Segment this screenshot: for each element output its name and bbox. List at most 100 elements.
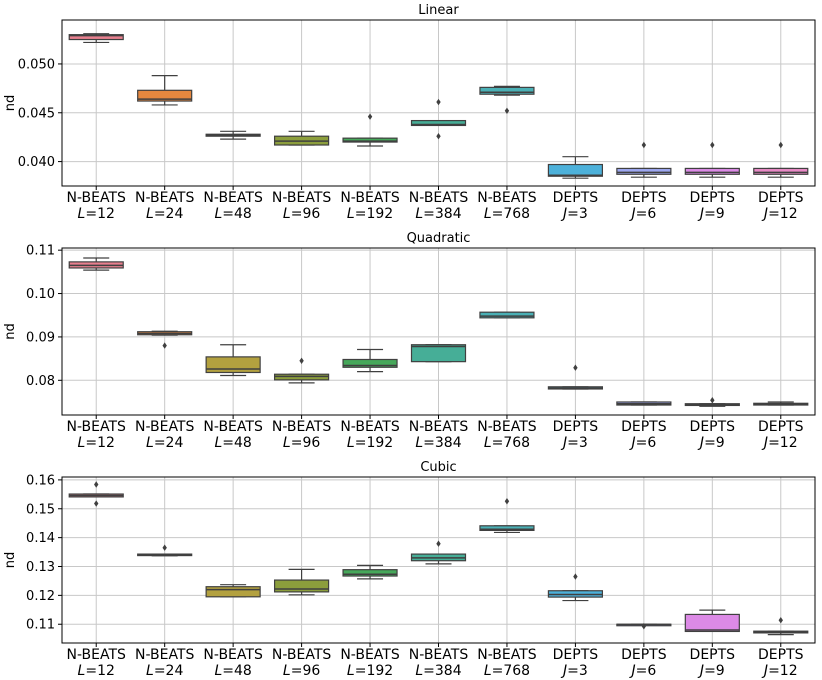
box-iqr xyxy=(479,86,535,95)
x-tick-label-param: L=384 xyxy=(415,663,461,679)
x-tick-label-model: N-BEATS xyxy=(340,419,400,435)
box-n-beats-96 xyxy=(273,357,330,384)
x-tick-label-param: L=96 xyxy=(283,663,320,679)
x-tick-label-param: J=12 xyxy=(761,206,798,222)
x-tick-label-model: DEPTS xyxy=(758,419,804,435)
x-tick-label-param: J=9 xyxy=(697,435,725,451)
x-tick-label-param: J=12 xyxy=(761,663,798,679)
outlier-point xyxy=(710,141,715,149)
x-tick-label-param: J=6 xyxy=(628,663,656,679)
outlier-point xyxy=(778,141,783,149)
y-tick-label: 0.050 xyxy=(18,57,55,72)
box-iqr xyxy=(205,356,261,374)
x-tick-label-param: L=24 xyxy=(146,206,183,222)
box-iqr xyxy=(410,119,467,127)
x-tick-label-param: L=12 xyxy=(78,663,115,679)
box-n-beats-192 xyxy=(342,348,398,373)
box-iqr xyxy=(137,89,193,102)
x-tick-label-model: N-BEATS xyxy=(477,419,537,435)
outlier-point xyxy=(94,481,99,488)
x-tick-label-model: DEPTS xyxy=(690,419,736,435)
x-tick-label-param: L=96 xyxy=(283,206,320,222)
box-iqr xyxy=(205,586,261,598)
x-tick-label-model: N-BEATS xyxy=(340,647,400,663)
x-tick-label-param: L=768 xyxy=(484,435,530,451)
box-iqr xyxy=(342,358,398,368)
x-tick-label-param: J=9 xyxy=(697,206,725,222)
y-tick-label: 0.09 xyxy=(26,330,55,345)
y-tick-label: 0.14 xyxy=(26,531,55,546)
x-tick-label-param: L=768 xyxy=(484,206,530,222)
x-tick-label-param: L=384 xyxy=(415,435,461,451)
x-tick-label-model: DEPTS xyxy=(758,647,804,663)
box-depts-3 xyxy=(547,156,604,179)
box-iqr xyxy=(342,137,398,143)
x-tick-label-model: N-BEATS xyxy=(477,190,537,206)
x-tick-label-param: L=192 xyxy=(347,435,393,451)
box-depts-3 xyxy=(547,364,604,390)
box-iqr xyxy=(753,167,809,175)
box-depts-9 xyxy=(684,141,740,178)
x-tick-label-param: L=48 xyxy=(214,435,251,451)
y-tick-label: 0.10 xyxy=(26,287,55,302)
box-n-beats-384 xyxy=(410,344,467,363)
x-tick-label-param: L=384 xyxy=(415,206,461,222)
y-tick-label: 0.13 xyxy=(26,560,55,575)
subplot-linear: 0.0400.0450.050N-BEATSL=12N-BEATSL=24N-B… xyxy=(3,3,816,222)
box-iqr xyxy=(547,163,604,177)
x-tick-label-model: DEPTS xyxy=(621,419,667,435)
x-tick-label-model: N-BEATS xyxy=(203,190,263,206)
box-n-beats-24 xyxy=(137,75,193,106)
box-n-beats-768 xyxy=(479,311,535,319)
x-tick-label-param: L=96 xyxy=(283,435,320,451)
x-tick-label-param: J=3 xyxy=(560,663,588,679)
box-iqr xyxy=(342,569,398,577)
outlier-point xyxy=(504,498,510,505)
x-tick-label-model: N-BEATS xyxy=(203,419,263,435)
outlier-point xyxy=(436,133,441,140)
box-n-beats-12 xyxy=(68,33,124,44)
box-depts-9 xyxy=(684,609,740,633)
x-tick-label-param: L=12 xyxy=(78,206,115,222)
x-tick-label-model: N-BEATS xyxy=(409,190,469,206)
y-tick-label: 0.11 xyxy=(26,618,55,633)
x-tick-label-param: J=6 xyxy=(628,435,656,451)
subplot-quadratic: 0.080.090.100.11N-BEATSL=12N-BEATSL=24N-… xyxy=(3,231,816,451)
y-axis-label: nd xyxy=(3,552,18,569)
box-depts-12 xyxy=(753,616,809,636)
outlier-point xyxy=(436,98,441,106)
box-depts-3 xyxy=(547,573,604,602)
x-tick-label-param: L=48 xyxy=(214,663,251,679)
outlier-point xyxy=(641,141,647,149)
outlier-point xyxy=(162,544,167,551)
x-tick-label-model: DEPTS xyxy=(621,190,667,206)
outlier-point xyxy=(573,364,578,371)
x-tick-label-model: N-BEATS xyxy=(272,647,332,663)
y-tick-label: 0.08 xyxy=(26,374,55,389)
x-tick-label-model: N-BEATS xyxy=(135,190,195,206)
x-tick-label-model: N-BEATS xyxy=(67,419,127,435)
subplot-cubic: 0.110.120.130.140.150.16N-BEATSL=12N-BEA… xyxy=(3,460,816,679)
outlier-point xyxy=(504,107,510,115)
x-tick-label-param: L=24 xyxy=(146,663,183,679)
box-n-beats-48 xyxy=(205,584,261,598)
x-tick-label-model: N-BEATS xyxy=(135,647,195,663)
x-tick-label-param: L=24 xyxy=(146,435,183,451)
x-tick-label-model: N-BEATS xyxy=(409,419,469,435)
x-tick-label-model: DEPTS xyxy=(553,190,599,206)
x-tick-label-model: N-BEATS xyxy=(272,419,332,435)
x-tick-label-model: DEPTS xyxy=(553,647,599,663)
box-n-beats-768 xyxy=(479,85,535,115)
x-tick-label-param: L=768 xyxy=(484,663,530,679)
x-tick-label-model: N-BEATS xyxy=(477,647,537,663)
box-n-beats-768 xyxy=(479,498,535,534)
box-iqr xyxy=(479,525,535,532)
outlier-point xyxy=(573,573,578,580)
y-tick-label: 0.040 xyxy=(18,155,55,170)
box-n-beats-384 xyxy=(410,98,467,140)
x-tick-label-model: N-BEATS xyxy=(272,190,332,206)
x-tick-label-model: N-BEATS xyxy=(135,419,195,435)
subplot-title: Linear xyxy=(418,3,459,18)
x-tick-label-param: J=3 xyxy=(560,435,588,451)
